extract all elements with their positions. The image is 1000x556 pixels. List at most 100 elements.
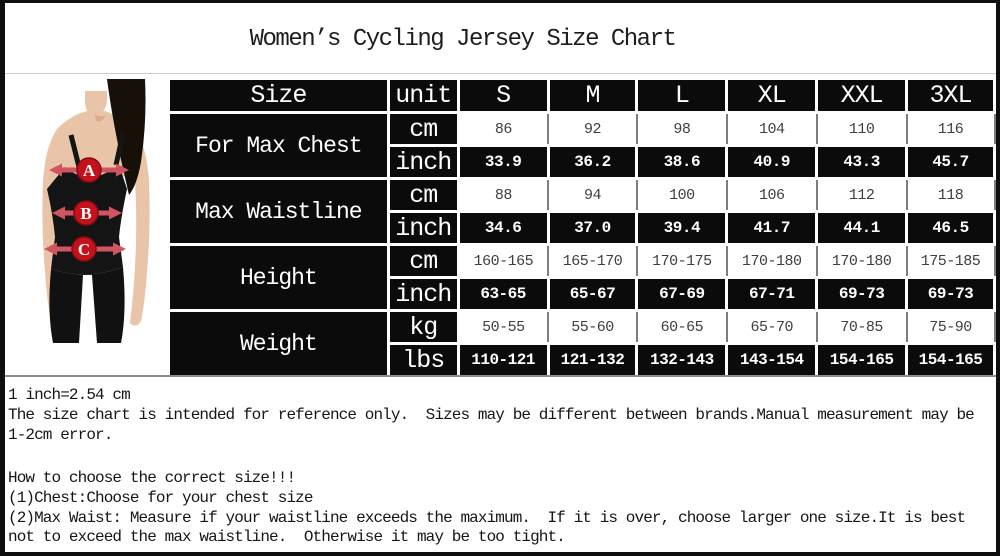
header-row: Size unit S M L XL XXL 3XL bbox=[167, 77, 996, 114]
size-value-cell: 143-154 bbox=[725, 342, 819, 378]
instruction-line: not to exceed the max waistline. Otherwi… bbox=[8, 528, 566, 547]
unit-cell: kg bbox=[386, 309, 460, 345]
table-row: inch 63-65 65-67 67-69 67-71 69-73 69-73 bbox=[169, 276, 996, 312]
chest-measure-arrow-icon: A bbox=[49, 157, 129, 183]
size-value-cell: 69-73 bbox=[815, 276, 909, 312]
size-value-cell: 55-60 bbox=[547, 309, 638, 345]
size-header: L bbox=[635, 77, 729, 114]
table-row: inch 34.6 37.0 39.4 41.7 44.1 46.5 bbox=[169, 210, 996, 246]
marker-b-label: B bbox=[80, 204, 91, 223]
size-header: XXL bbox=[815, 77, 909, 114]
size-value-cell: 121-132 bbox=[546, 342, 639, 378]
size-value-cell: 39.4 bbox=[635, 210, 729, 246]
size-value-cell: 69-73 bbox=[905, 276, 996, 312]
size-value-cell: 110-121 bbox=[456, 342, 550, 378]
size-value-cell: 50-55 bbox=[457, 309, 550, 345]
size-value-cell: 67-71 bbox=[725, 276, 819, 312]
table-row: Max Waistline cm 88 94 100 106 112 118 bbox=[167, 177, 996, 246]
unit-header: unit bbox=[386, 77, 460, 114]
row-label-height: Height bbox=[167, 243, 390, 312]
body-figure-graphic: A B C bbox=[7, 77, 165, 377]
size-value-cell: 37.0 bbox=[546, 210, 639, 246]
unit-cell: inch bbox=[386, 210, 460, 246]
table-row: inch 33.9 36.2 38.6 40.9 43.3 45.7 bbox=[169, 144, 996, 180]
size-value-cell: 175-185 bbox=[905, 243, 996, 279]
size-value-cell: 110 bbox=[815, 111, 908, 147]
size-value-cell: 36.2 bbox=[546, 144, 639, 180]
size-value-cell: 170-180 bbox=[815, 243, 908, 279]
instruction-line: (2)Max Waist: Measure if your waistline … bbox=[8, 508, 966, 527]
note-line: 1 inch=2.54 cm bbox=[8, 386, 131, 404]
hip-measure-arrow-icon: C bbox=[44, 236, 126, 262]
size-value-cell: 94 bbox=[547, 177, 638, 213]
size-header: S bbox=[456, 77, 550, 114]
body-measurement-figure: A B C bbox=[7, 77, 165, 377]
size-value-cell: 70-85 bbox=[815, 309, 908, 345]
unit-cell: cm bbox=[386, 177, 460, 213]
corner-size-header: Size bbox=[167, 77, 390, 114]
row-label-weight: Weight bbox=[167, 309, 390, 378]
size-value-cell: 92 bbox=[547, 111, 638, 147]
size-value-cell: 45.7 bbox=[905, 144, 996, 180]
size-header: 3XL bbox=[905, 77, 996, 114]
sizing-instructions: How to choose the correct size!!! (1)Che… bbox=[8, 469, 966, 548]
page-title: Women’s Cycling Jersey Size Chart bbox=[249, 26, 677, 53]
size-value-cell: 67-69 bbox=[635, 276, 729, 312]
hair bbox=[107, 79, 146, 195]
size-value-cell: 46.5 bbox=[905, 210, 996, 246]
size-header: XL bbox=[725, 77, 819, 114]
row-label-waist: Max Waistline bbox=[167, 177, 390, 246]
note-line: The size chart is intended for reference… bbox=[8, 405, 975, 424]
size-value-cell: 60-65 bbox=[635, 309, 728, 345]
size-header: M bbox=[546, 77, 639, 114]
size-value-cell: 86 bbox=[457, 111, 550, 147]
unit-cell: inch bbox=[386, 276, 460, 312]
size-value-cell: 170-175 bbox=[635, 243, 728, 279]
unit-cell: cm bbox=[386, 111, 460, 147]
size-value-cell: 88 bbox=[457, 177, 550, 213]
size-value-cell: 104 bbox=[725, 111, 818, 147]
size-value-cell: 170-180 bbox=[725, 243, 818, 279]
size-chart-table: Size unit S M L XL XXL 3XL For Max Chest… bbox=[167, 77, 996, 378]
row-label-chest: For Max Chest bbox=[167, 111, 390, 180]
size-value-cell: 44.1 bbox=[815, 210, 909, 246]
size-value-cell: 160-165 bbox=[457, 243, 550, 279]
size-value-cell: 116 bbox=[905, 111, 996, 147]
size-value-cell: 34.6 bbox=[456, 210, 550, 246]
size-value-cell: 154-165 bbox=[905, 342, 996, 378]
waist-measure-arrow-icon: B bbox=[52, 200, 122, 226]
camisole-straps bbox=[68, 132, 126, 168]
size-value-cell: 106 bbox=[725, 177, 818, 213]
title-divider bbox=[5, 73, 996, 74]
table-bottom-divider bbox=[5, 375, 996, 377]
instruction-line: (1)Chest:Choose for your chest size bbox=[8, 488, 313, 507]
marker-c-label: C bbox=[78, 240, 90, 259]
table-row: Weight kg 50-55 55-60 60-65 65-70 70-85 … bbox=[167, 309, 996, 378]
size-value-cell: 65-67 bbox=[546, 276, 639, 312]
size-value-cell: 100 bbox=[635, 177, 728, 213]
size-value-cell: 33.9 bbox=[456, 144, 550, 180]
size-value-cell: 40.9 bbox=[725, 144, 819, 180]
size-value-cell: 43.3 bbox=[815, 144, 909, 180]
unit-cell: lbs bbox=[386, 342, 460, 378]
size-value-cell: 75-90 bbox=[905, 309, 996, 345]
measurement-markers: A B C bbox=[44, 157, 129, 262]
instruction-line: How to choose the correct size!!! bbox=[8, 469, 296, 487]
size-value-cell: 154-165 bbox=[815, 342, 909, 378]
leggings bbox=[49, 267, 125, 343]
size-value-cell: 165-170 bbox=[547, 243, 638, 279]
size-value-cell: 65-70 bbox=[725, 309, 818, 345]
unit-cell: inch bbox=[386, 144, 460, 180]
unit-cell: cm bbox=[386, 243, 460, 279]
marker-a-label: A bbox=[83, 161, 96, 180]
table-row: For Max Chest cm 86 92 98 104 110 116 bbox=[167, 111, 996, 180]
size-value-cell: 132-143 bbox=[635, 342, 729, 378]
size-value-cell: 41.7 bbox=[725, 210, 819, 246]
size-value-cell: 38.6 bbox=[635, 144, 729, 180]
size-value-cell: 118 bbox=[905, 177, 996, 213]
size-value-cell: 98 bbox=[635, 111, 728, 147]
size-value-cell: 63-65 bbox=[456, 276, 550, 312]
table-row: Height cm 160-165 165-170 170-175 170-18… bbox=[167, 243, 996, 312]
note-line: 1-2cm error. bbox=[8, 425, 113, 444]
